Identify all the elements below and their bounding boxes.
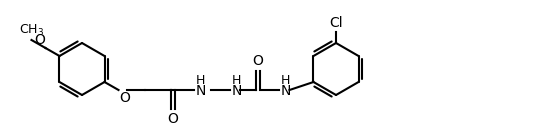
Text: Cl: Cl: [329, 16, 343, 30]
Text: O: O: [167, 112, 178, 126]
Text: CH$_3$: CH$_3$: [19, 23, 44, 38]
Text: O: O: [34, 34, 45, 47]
Text: N: N: [232, 83, 242, 98]
Text: O: O: [120, 91, 130, 105]
Text: H: H: [195, 74, 205, 87]
Text: N: N: [280, 83, 291, 98]
Text: H: H: [232, 74, 241, 87]
Text: O: O: [252, 54, 263, 68]
Text: H: H: [280, 74, 290, 87]
Text: N: N: [195, 83, 206, 98]
